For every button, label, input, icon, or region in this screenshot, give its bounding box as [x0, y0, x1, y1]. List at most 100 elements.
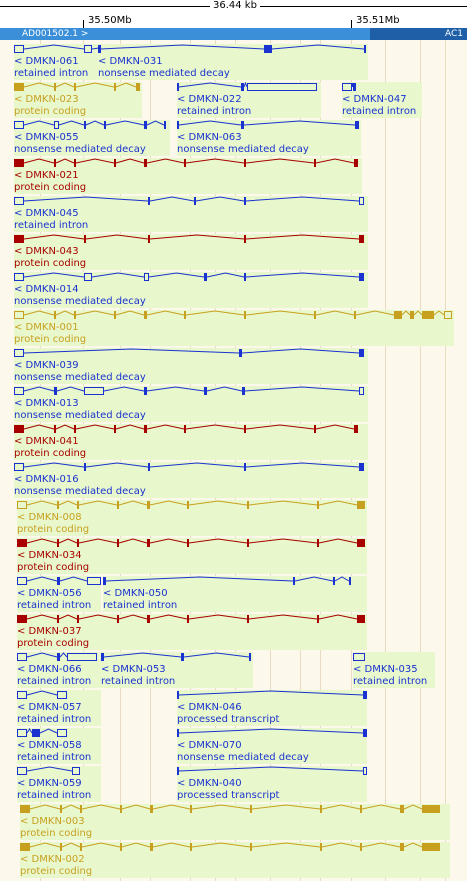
transcript-name[interactable]: < DMKN-058 [17, 740, 82, 751]
grid-line [120, 40, 121, 881]
intron-line [26, 538, 58, 544]
ruler-tick-label: 35.50Mb [88, 15, 132, 26]
intron-line [403, 804, 423, 810]
intron-line [23, 120, 55, 126]
exon-block [144, 425, 147, 433]
intron-line [152, 842, 191, 848]
transcript-name[interactable]: < DMKN-003 [20, 816, 85, 827]
transcript-name[interactable]: < DMKN-046 [177, 702, 242, 713]
transcript-name[interactable]: < DMKN-041 [14, 436, 79, 447]
transcript-name[interactable]: < DMKN-053 [101, 664, 166, 675]
transcript-structure [353, 653, 365, 661]
exon-block [353, 653, 365, 661]
transcript-biotype: retained intron [17, 752, 92, 763]
transcript-name[interactable]: < DMKN-050 [103, 588, 168, 599]
transcript-name[interactable]: < DMKN-043 [14, 246, 79, 257]
exon-block [244, 463, 246, 471]
transcript-name[interactable]: < DMKN-066 [17, 664, 82, 675]
feature-label-background [14, 234, 368, 270]
transcript-name[interactable]: < DMKN-035 [353, 664, 418, 675]
transcript-structure [17, 614, 365, 623]
transcript-name[interactable]: < DMKN-045 [14, 208, 79, 219]
intron-line [56, 386, 85, 392]
transcript-name[interactable]: < DMKN-021 [14, 170, 79, 181]
transcript-name[interactable]: < DMKN-001 [14, 322, 79, 333]
intron-line [23, 310, 55, 316]
exon-block [144, 273, 149, 281]
exon-block [250, 805, 252, 813]
transcript-structure [14, 386, 364, 395]
exon-block [317, 615, 319, 623]
transcript-name[interactable]: < DMKN-040 [177, 778, 242, 789]
grid-line [300, 40, 301, 881]
transcript-name[interactable]: < DMKN-057 [17, 702, 82, 713]
transcript-structure [14, 348, 364, 357]
transcript-name[interactable]: < DMKN-031 [98, 56, 163, 67]
exon-block [359, 235, 364, 243]
exon-block [187, 501, 189, 509]
exon-block [204, 387, 207, 395]
intron-line [103, 652, 182, 658]
transcript-name[interactable]: < DMKN-055 [14, 132, 79, 143]
exon-block [147, 501, 150, 509]
exon-block [410, 311, 414, 319]
intron-line [75, 424, 115, 430]
transcript-name[interactable]: < DMKN-061 [14, 56, 79, 67]
transcript-name[interactable]: < DMKN-023 [14, 94, 79, 105]
intron-line [245, 424, 315, 430]
intron-line [248, 614, 318, 620]
transcript-name[interactable]: < DMKN-013 [14, 398, 79, 409]
transcript-name[interactable]: < DMKN-056 [17, 588, 82, 599]
transcript-biotype: nonsense mediated decay [14, 372, 146, 383]
ruler-tick [83, 20, 84, 28]
transcript-name[interactable]: < DMKN-059 [17, 778, 82, 789]
exon-block [181, 653, 184, 661]
exon-block [247, 539, 249, 547]
transcript-name[interactable]: < DMKN-039 [14, 360, 79, 371]
exon-block [357, 501, 365, 509]
exon-block [177, 83, 179, 91]
transcript-structure [177, 728, 367, 737]
contig-track[interactable]: AD001502.1 > AC1 [0, 28, 467, 40]
intron-line [178, 82, 242, 88]
transcript-biotype: retained intron [17, 714, 92, 725]
intron-line [58, 120, 85, 126]
transcript-structure [17, 538, 365, 547]
transcript-name[interactable]: < DMKN-022 [177, 94, 242, 105]
exon-block [14, 45, 24, 53]
intron-line [146, 120, 165, 126]
transcript-name[interactable]: < DMKN-016 [14, 474, 79, 485]
transcript-name[interactable]: < DMKN-070 [177, 740, 242, 751]
exon-block [144, 121, 147, 129]
transcript-name[interactable]: < DMKN-014 [14, 284, 79, 295]
grid-line [445, 40, 446, 881]
intron-line [26, 500, 58, 506]
transcript-name[interactable]: < DMKN-008 [17, 512, 82, 523]
transcript-name[interactable]: < DMKN-063 [177, 132, 242, 143]
grid-line [385, 40, 386, 881]
intron-line [318, 500, 358, 506]
transcript-structure [14, 82, 140, 91]
intron-line [118, 614, 148, 620]
transcript-name[interactable]: < DMKN-047 [342, 94, 407, 105]
transcript-structure [101, 652, 251, 661]
transcript-name[interactable]: < DMKN-037 [17, 626, 82, 637]
intron-line [188, 500, 248, 506]
intron-line [59, 576, 88, 582]
intron-line [26, 690, 58, 696]
contig-segment-right[interactable] [370, 28, 467, 40]
exon-block [177, 121, 179, 129]
grid-line [40, 40, 41, 881]
intron-line [75, 82, 115, 88]
exon-block [20, 805, 30, 813]
transcript-name[interactable]: < DMKN-034 [17, 550, 82, 561]
transcript-name[interactable]: < DMKN-002 [20, 854, 85, 865]
intron-line [185, 158, 245, 164]
exon-block [247, 83, 317, 91]
transcript-structure [17, 766, 80, 775]
exon-block [14, 387, 24, 395]
intron-line [23, 82, 55, 88]
transcript-biotype: protein coding [14, 258, 87, 269]
transcript-biotype: protein coding [20, 866, 93, 877]
